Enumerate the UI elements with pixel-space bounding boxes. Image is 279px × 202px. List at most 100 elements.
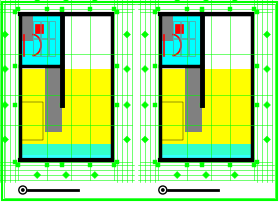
Circle shape <box>161 188 164 191</box>
Bar <box>60 10 64 14</box>
Bar <box>252 7 256 11</box>
Bar <box>20 14 33 41</box>
Bar <box>20 14 112 160</box>
Polygon shape <box>1 136 8 143</box>
Bar <box>228 163 232 167</box>
Bar <box>156 163 160 167</box>
Bar <box>200 10 204 14</box>
Bar <box>20 102 43 140</box>
Bar <box>16 163 20 167</box>
Polygon shape <box>174 171 181 179</box>
Polygon shape <box>1 101 8 108</box>
Bar <box>156 7 160 11</box>
Bar <box>160 14 202 68</box>
Bar <box>45 7 49 11</box>
Bar <box>200 160 204 164</box>
Polygon shape <box>203 171 210 179</box>
Bar <box>255 64 259 68</box>
Bar <box>153 160 157 164</box>
Bar <box>60 7 64 11</box>
Bar <box>160 14 174 41</box>
Bar <box>255 10 259 14</box>
Bar <box>49 39 56 56</box>
Bar <box>153 64 157 68</box>
Bar <box>200 64 204 68</box>
Polygon shape <box>263 65 271 73</box>
Bar <box>115 10 119 14</box>
Bar <box>60 64 64 68</box>
Bar <box>49 21 56 38</box>
Bar <box>200 7 204 11</box>
Bar <box>20 14 62 68</box>
Polygon shape <box>263 101 271 108</box>
Polygon shape <box>34 171 41 179</box>
Circle shape <box>21 188 24 191</box>
Polygon shape <box>203 0 210 2</box>
Polygon shape <box>62 171 69 179</box>
Polygon shape <box>1 65 8 73</box>
Bar <box>112 163 116 167</box>
Bar <box>33 39 40 56</box>
Polygon shape <box>141 136 148 143</box>
Bar <box>160 69 252 155</box>
Bar <box>189 21 196 38</box>
Bar <box>228 7 232 11</box>
Bar <box>20 69 112 155</box>
Bar <box>255 160 259 164</box>
Bar <box>185 64 202 132</box>
Bar <box>115 64 119 68</box>
Bar <box>173 39 180 56</box>
Bar <box>252 163 256 167</box>
Polygon shape <box>124 31 131 38</box>
Bar <box>175 24 183 33</box>
Bar <box>60 163 64 167</box>
Bar <box>185 163 189 167</box>
Polygon shape <box>1 31 8 38</box>
Bar <box>115 103 119 107</box>
Bar <box>41 39 48 56</box>
Polygon shape <box>174 0 181 2</box>
Polygon shape <box>263 31 271 38</box>
Polygon shape <box>231 0 238 2</box>
Polygon shape <box>34 0 41 2</box>
Bar <box>13 10 17 14</box>
Polygon shape <box>124 136 131 143</box>
Bar <box>185 7 189 11</box>
Bar <box>173 21 180 38</box>
Bar <box>160 102 183 140</box>
Polygon shape <box>141 65 148 73</box>
Bar <box>160 14 252 160</box>
Bar <box>13 160 17 164</box>
Bar <box>13 64 17 68</box>
Bar <box>200 103 204 107</box>
Bar <box>88 7 92 11</box>
Polygon shape <box>91 171 98 179</box>
Polygon shape <box>91 0 98 2</box>
Polygon shape <box>263 136 271 143</box>
Polygon shape <box>231 171 238 179</box>
Bar <box>88 163 92 167</box>
Polygon shape <box>141 31 148 38</box>
Bar <box>20 144 112 159</box>
Bar <box>160 144 252 159</box>
Polygon shape <box>62 0 69 2</box>
Bar <box>202 14 252 68</box>
Bar <box>189 39 196 56</box>
Bar <box>181 39 188 56</box>
Bar <box>112 7 116 11</box>
Bar <box>181 21 188 38</box>
Bar <box>45 64 62 132</box>
Polygon shape <box>141 101 148 108</box>
Polygon shape <box>124 101 131 108</box>
Bar <box>200 163 204 167</box>
Polygon shape <box>124 65 131 73</box>
Bar <box>41 21 48 38</box>
Bar <box>16 7 20 11</box>
Bar <box>33 21 40 38</box>
Bar <box>255 103 259 107</box>
Bar <box>45 163 49 167</box>
Bar <box>153 10 157 14</box>
Bar <box>13 103 17 107</box>
Bar <box>60 103 64 107</box>
Bar <box>60 160 64 164</box>
